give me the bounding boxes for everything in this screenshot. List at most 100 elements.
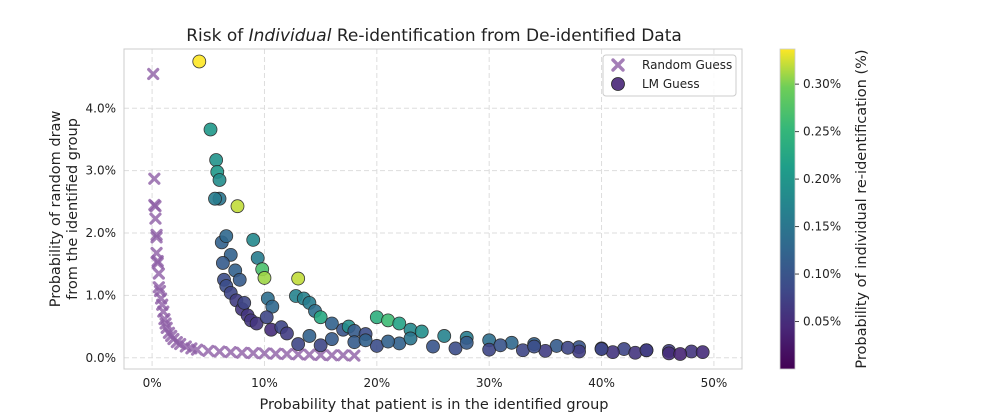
random-guess-point: [202, 344, 215, 358]
lm-guess-point: [209, 153, 224, 167]
title-part-italic: Individual: [249, 26, 332, 46]
random-guess-point: [149, 212, 162, 225]
colorbar-tick-label: 0.25%: [803, 125, 841, 139]
lm-guess-point: [673, 347, 688, 361]
lm-guess-point: [594, 342, 609, 356]
colorbar-label: Probability of individual re-identificat…: [854, 49, 870, 368]
x-tick-label: 50%: [701, 376, 728, 390]
lm-guess-point: [392, 316, 407, 331]
legend-marker-random-guess: [611, 58, 625, 72]
legend-label-random-guess: Random Guess: [642, 58, 732, 72]
y-axis-title: Probability of random draw from the iden…: [48, 111, 81, 308]
random-guess-point: [148, 172, 161, 185]
lm-guess-point: [459, 335, 474, 350]
random-guess-point: [325, 349, 338, 362]
lm-guess-point: [259, 310, 274, 325]
colorbar-tick-label: 0.30%: [803, 77, 841, 91]
lm-guess-point: [280, 326, 294, 341]
lm-guess-point: [313, 338, 328, 353]
random-guess-point: [303, 348, 316, 361]
random-guess-point: [247, 346, 260, 360]
title-part-1: Risk of: [186, 26, 248, 46]
y-tick-label: 2.0%: [86, 226, 117, 240]
y-tick-label: 1.0%: [86, 288, 117, 302]
grid-lines: [124, 49, 742, 369]
random-guess-point: [151, 256, 164, 270]
title-part-2: Re-identification from De-identified Dat…: [331, 26, 681, 46]
x-tick-label: 30%: [476, 376, 503, 390]
lm-guess-point: [628, 345, 643, 360]
random-guess-point: [213, 345, 226, 358]
x-tick-label: 0%: [143, 376, 162, 390]
y-tick-label: 0.0%: [86, 351, 117, 365]
y-axis-title-line-1: Probability of random draw: [48, 111, 64, 308]
lm-guess-point: [230, 199, 245, 214]
random-guess-point: [269, 347, 282, 360]
random-guess-point: [280, 347, 294, 361]
colorbar-tick-label: 0.15%: [803, 220, 841, 234]
lm-guess-point: [324, 332, 339, 346]
lm-guess-point: [212, 173, 227, 187]
legend-label-lm-guess: LM Guess: [642, 77, 700, 91]
lm-guess-point: [504, 335, 519, 350]
random-guess-point: [149, 200, 162, 213]
legend-box: [602, 54, 737, 97]
y-tick-label: 4.0%: [86, 101, 117, 115]
colorbar-ticks: 0.05% 0.10% 0.15% 0.20% 0.25% 0.30%: [795, 77, 841, 329]
random-guess-point: [337, 349, 350, 362]
lm-guess-point: [208, 191, 222, 206]
random-guess-point: [190, 343, 204, 356]
lm-guess-point: [493, 338, 508, 353]
lm-guess-point: [695, 345, 710, 360]
lm-guess-point: [324, 316, 339, 331]
axis-ticks: 0% 10% 20% 30% 40% 50% 0.0% 1.0% 2.0% 3.0% 4.0%: [86, 101, 728, 390]
lm-guess-point: [246, 232, 261, 247]
random-guess-point: [150, 231, 163, 244]
x-tick-label: 40%: [588, 376, 615, 390]
lm-guess-point: [237, 295, 252, 310]
random-guess-point: [348, 349, 361, 362]
colorbar-tick-label: 0.05%: [803, 315, 841, 329]
lm-guess-point: [265, 299, 280, 314]
plot-frame: [123, 48, 743, 370]
lm-guess-point: [639, 343, 654, 358]
lm-guess-point: [302, 329, 317, 343]
random-guess-point: [152, 267, 165, 280]
random-guess-point: [147, 67, 160, 81]
lm-guess-point: [426, 339, 440, 354]
data-points: [147, 54, 710, 362]
y-axis-title-line-2: from the identified group: [65, 118, 81, 300]
lm-guess-point: [215, 256, 230, 270]
random-guess-point: [292, 348, 305, 361]
lm-guess-point: [192, 54, 207, 69]
lm-guess-point: [203, 122, 218, 137]
lm-guess-point: [313, 310, 328, 325]
legend: Random Guess LM Guess: [602, 54, 737, 97]
lm-guess-point: [291, 337, 306, 351]
x-axis-title: Probability that patient is in the ident…: [260, 397, 609, 413]
lm-guess-point: [257, 271, 272, 285]
lm-guess-point: [291, 271, 306, 286]
colorbar-tick-label: 0.20%: [803, 172, 841, 186]
colorbar: [779, 48, 796, 370]
y-tick-label: 3.0%: [86, 164, 117, 178]
lm-guess-point: [527, 339, 542, 354]
lm-guess-point: [358, 333, 373, 348]
lm-guess-point: [560, 340, 575, 355]
random-guess-point: [150, 228, 163, 241]
chart-title: Risk of Individual Re-identification fro…: [186, 26, 682, 46]
legend-marker-lm-guess: [611, 77, 625, 91]
lm-guess-point: [414, 324, 429, 339]
random-guess-point: [224, 346, 237, 359]
x-tick-label: 20%: [363, 376, 390, 390]
lm-guess-point: [448, 341, 463, 356]
colorbar-tick-label: 0.10%: [803, 267, 841, 281]
random-guess-point: [258, 347, 271, 360]
lm-guess-point: [249, 316, 264, 331]
x-tick-label: 10%: [251, 376, 278, 390]
lm-guess-point: [347, 335, 362, 350]
random-guess-point: [235, 346, 249, 359]
lm-guess-point: [381, 334, 395, 349]
lm-guess-point: [232, 272, 247, 287]
